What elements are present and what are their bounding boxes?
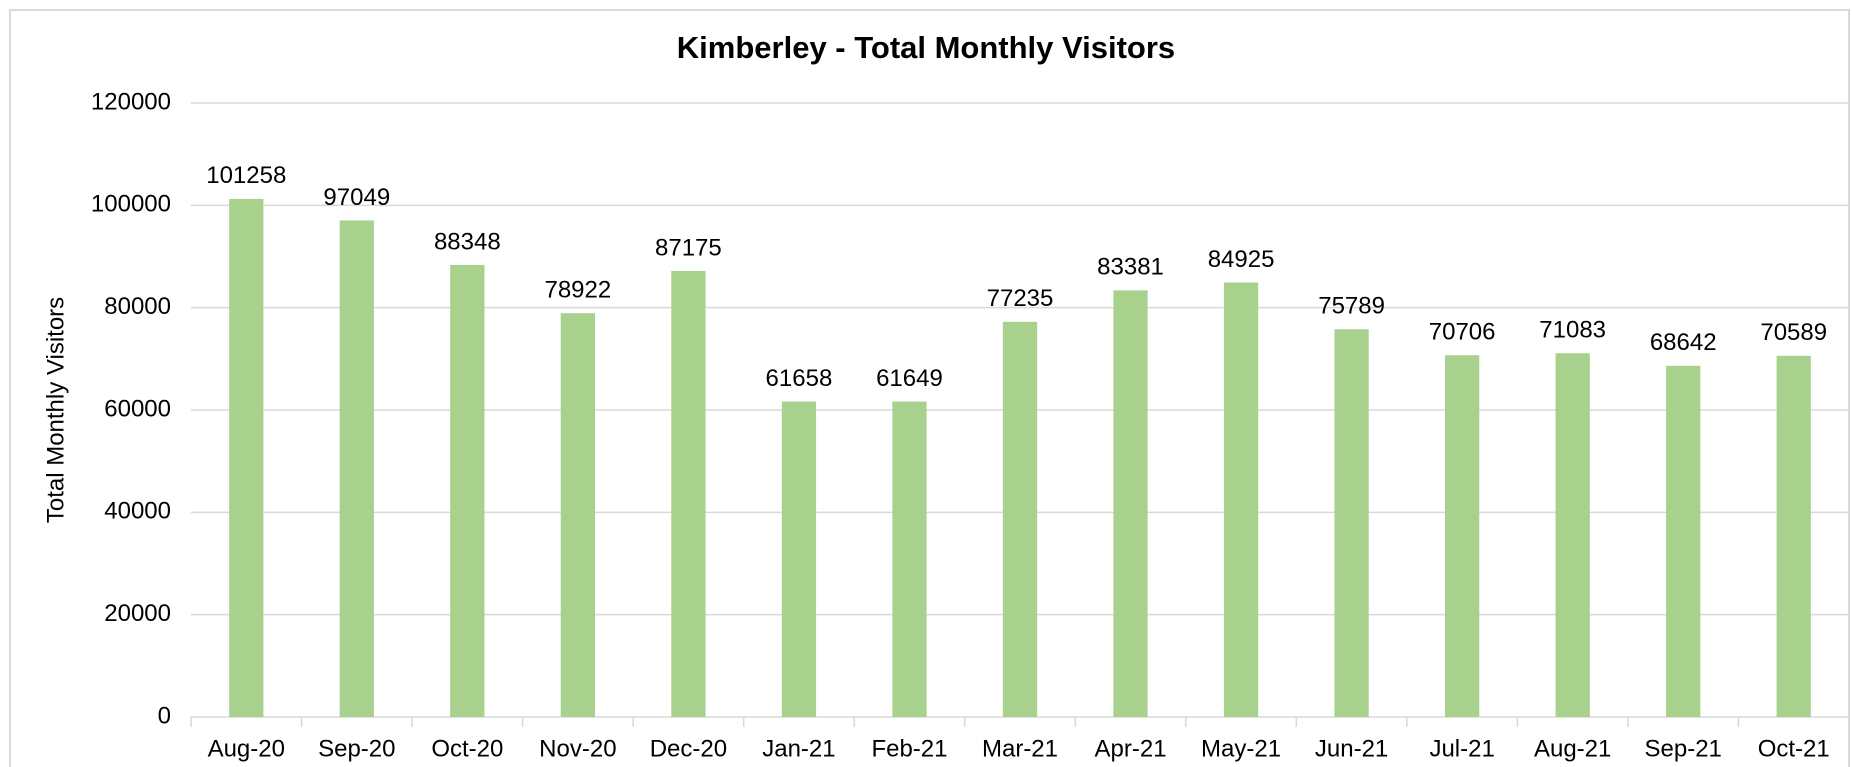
bar <box>1445 355 1480 717</box>
data-label: 88348 <box>434 228 501 255</box>
x-tick-label: Oct-20 <box>431 735 503 762</box>
bar <box>1555 353 1590 717</box>
bar <box>229 198 264 718</box>
data-label: 70706 <box>1429 319 1496 346</box>
y-axis-label: Total Monthly Visitors <box>42 297 69 523</box>
bar <box>671 270 706 717</box>
y-tick-label: 120000 <box>91 88 171 115</box>
x-tick-label: Mar-21 <box>982 735 1058 762</box>
bar <box>339 220 374 717</box>
chart-title: Kimberley - Total Monthly Visitors <box>677 30 1175 65</box>
data-label: 70589 <box>1760 319 1827 346</box>
x-tick-label: Feb-21 <box>871 735 947 762</box>
x-tick-label: Apr-21 <box>1095 735 1167 762</box>
x-tick-label: Dec-20 <box>650 735 727 762</box>
data-label: 61658 <box>766 365 833 392</box>
data-label: 71083 <box>1539 317 1606 344</box>
data-label: 97049 <box>323 184 390 211</box>
data-label: 84925 <box>1208 246 1275 273</box>
data-label: 78922 <box>544 277 611 304</box>
bar <box>1666 365 1701 717</box>
bar <box>450 264 485 717</box>
bar <box>892 401 927 717</box>
bar <box>1002 321 1038 717</box>
bar <box>1113 290 1148 717</box>
y-tick-label: 80000 <box>104 293 171 320</box>
x-tick-label: Aug-21 <box>1534 735 1611 762</box>
x-tick-label: Jun-21 <box>1315 735 1388 762</box>
bar <box>1223 282 1259 717</box>
data-label: 68642 <box>1650 329 1717 356</box>
data-label: 61649 <box>876 365 943 392</box>
bar <box>781 401 817 717</box>
y-tick-label: 60000 <box>104 395 171 422</box>
data-label: 83381 <box>1097 254 1164 281</box>
x-tick-label: Oct-21 <box>1758 735 1830 762</box>
x-tick-label: Nov-20 <box>539 735 616 762</box>
y-tick-label: 0 <box>158 702 171 729</box>
x-tick-label: Sep-21 <box>1645 735 1722 762</box>
data-label: 87175 <box>655 234 722 261</box>
data-label: 77235 <box>987 285 1054 312</box>
x-tick-label: Sep-20 <box>318 735 395 762</box>
x-tick-label: Jan-21 <box>762 735 835 762</box>
bar <box>1776 355 1811 717</box>
bar <box>560 313 595 717</box>
bar <box>1334 329 1369 717</box>
x-tick-label: Jul-21 <box>1429 735 1494 762</box>
chart-border <box>9 9 1850 767</box>
x-tick-label: Aug-20 <box>208 735 285 762</box>
y-tick-label: 100000 <box>91 191 171 218</box>
data-label: 75789 <box>1318 293 1385 320</box>
y-tick-label: 20000 <box>104 600 171 627</box>
x-tick-label: May-21 <box>1201 735 1281 762</box>
data-label: 101258 <box>206 162 286 189</box>
y-tick-label: 40000 <box>104 498 171 525</box>
